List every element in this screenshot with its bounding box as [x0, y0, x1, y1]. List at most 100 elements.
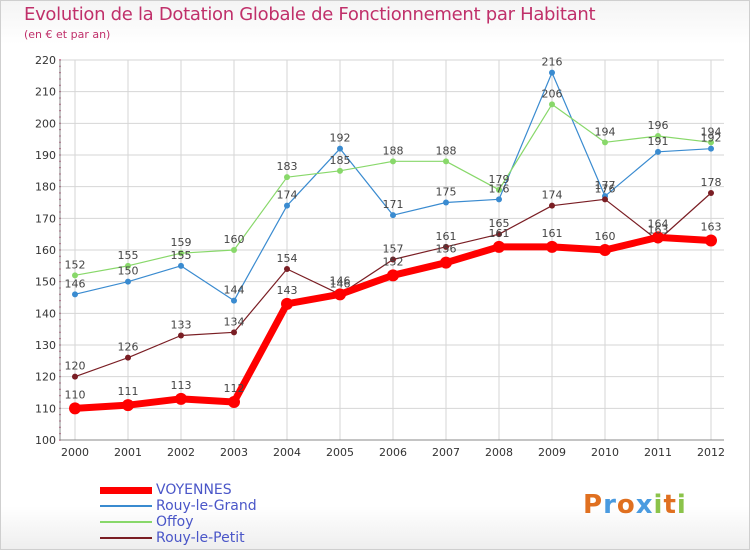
y-tick-label: 210 — [35, 86, 56, 99]
data-label-offoy: 152 — [65, 258, 86, 271]
data-label-rouy-le-grand: 176 — [489, 182, 510, 195]
legend-item-voyennes: VOYENNES — [100, 482, 320, 498]
x-tick-label: 2011 — [644, 446, 672, 459]
data-point-rouy-le-grand — [284, 202, 290, 209]
data-point-rouy-le-grand — [655, 148, 661, 155]
data-label-offoy: 155 — [118, 249, 139, 262]
data-point-rouy-le-petit — [549, 202, 555, 209]
data-label-rouy-le-grand: 175 — [436, 186, 457, 199]
data-point-offoy — [496, 186, 502, 193]
data-label-rouy-le-petit: 165 — [489, 217, 510, 230]
y-tick-label: 220 — [35, 54, 56, 67]
data-label-rouy-le-petit: 146 — [330, 277, 351, 290]
x-tick-label: 2000 — [61, 446, 89, 459]
data-point-offoy — [337, 167, 343, 174]
data-label-offoy: 188 — [436, 144, 457, 157]
logo-letter: i — [653, 490, 664, 520]
data-point-rouy-le-petit — [602, 196, 608, 203]
data-label-voyennes: 143 — [277, 284, 298, 297]
data-label-voyennes: 163 — [701, 221, 722, 234]
data-point-rouy-le-petit — [496, 231, 502, 238]
data-point-rouy-le-grand — [390, 212, 396, 219]
data-label-rouy-le-petit: 120 — [65, 360, 86, 373]
y-tick-label: 140 — [35, 307, 56, 320]
chart-title: Evolution de la Dotation Globale de Fonc… — [24, 4, 596, 25]
data-label-voyennes: 164 — [648, 217, 669, 230]
data-point-offoy — [72, 272, 78, 279]
data-point-voyennes — [175, 392, 187, 405]
data-label-voyennes: 152 — [383, 255, 404, 268]
data-label-offoy: 194 — [701, 125, 722, 138]
data-label-rouy-le-petit: 174 — [542, 189, 563, 202]
logo-letter: P — [583, 490, 604, 520]
data-point-rouy-le-petit — [72, 373, 78, 380]
data-label-rouy-le-petit: 133 — [171, 319, 192, 332]
data-point-rouy-le-grand — [72, 291, 78, 298]
data-point-rouy-le-grand — [178, 262, 184, 269]
data-label-voyennes: 146 — [330, 274, 351, 287]
x-tick-label: 2006 — [379, 446, 407, 459]
legend-item-rouy-le-petit: Rouy-le-Petit — [100, 530, 320, 546]
data-point-voyennes — [493, 240, 505, 253]
data-point-voyennes — [228, 396, 240, 408]
legend-item-offoy: Offoy — [100, 514, 320, 530]
data-point-voyennes — [122, 399, 134, 412]
logo-letter: t — [663, 490, 677, 520]
data-label-offoy: 160 — [224, 233, 245, 246]
logo-letter: r — [603, 490, 617, 520]
x-tick-label: 2009 — [538, 446, 566, 459]
data-point-voyennes — [546, 240, 558, 253]
data-point-voyennes — [440, 256, 452, 269]
logo-letter: i — [676, 490, 687, 520]
data-label-rouy-le-grand: 144 — [224, 284, 245, 297]
data-label-rouy-le-petit: 178 — [701, 176, 722, 189]
data-point-offoy — [443, 158, 449, 165]
data-label-rouy-le-petit: 176 — [595, 182, 616, 195]
x-tick-label: 2005 — [326, 446, 354, 459]
data-point-voyennes — [334, 288, 346, 301]
y-tick-label: 120 — [35, 371, 56, 384]
data-point-offoy — [231, 247, 237, 253]
y-tick-label: 110 — [35, 402, 56, 415]
data-label-rouy-le-grand: 171 — [383, 198, 404, 211]
data-label-rouy-le-grand: 192 — [330, 132, 351, 145]
data-point-rouy-le-petit — [708, 190, 714, 196]
legend-label-offoy: Offoy — [156, 514, 194, 530]
data-label-rouy-le-grand: 155 — [171, 249, 192, 262]
data-label-offoy: 179 — [489, 173, 510, 186]
data-point-rouy-le-grand — [337, 145, 343, 152]
x-tick-label: 2010 — [591, 446, 619, 459]
x-tick-label: 2007 — [432, 446, 460, 459]
data-label-rouy-le-grand: 174 — [277, 189, 298, 202]
legend-swatch-offoy — [100, 521, 152, 523]
data-point-offoy — [708, 139, 714, 146]
data-point-voyennes — [281, 297, 293, 310]
data-point-offoy — [390, 158, 396, 165]
data-label-voyennes: 161 — [489, 227, 510, 240]
legend-item-rouy-le-grand: Rouy-le-Grand — [100, 498, 320, 514]
x-tick-label: 2001 — [114, 446, 142, 459]
x-tick-label: 2003 — [220, 446, 248, 459]
legend-swatch-rouy-le-petit — [100, 537, 152, 539]
x-tick-label: 2008 — [485, 446, 513, 459]
data-label-offoy: 196 — [648, 119, 669, 132]
legend-swatch-voyennes — [100, 486, 152, 494]
chart-subtitle: (en € et par an) — [24, 28, 111, 41]
data-point-voyennes — [652, 231, 664, 244]
data-label-rouy-le-grand: 177 — [595, 179, 616, 192]
data-label-rouy-le-grand: 191 — [648, 135, 669, 148]
data-point-voyennes — [705, 234, 717, 247]
legend-label-rouy-le-petit: Rouy-le-Petit — [156, 530, 245, 546]
data-label-offoy: 206 — [542, 87, 563, 100]
data-point-rouy-le-petit — [231, 329, 237, 336]
data-point-rouy-le-petit — [443, 243, 449, 250]
data-label-rouy-le-petit: 134 — [224, 315, 245, 328]
data-label-voyennes: 161 — [542, 227, 563, 240]
legend-swatch-rouy-le-grand — [100, 505, 152, 507]
data-label-voyennes: 156 — [436, 243, 457, 256]
data-label-voyennes: 113 — [171, 379, 192, 392]
data-point-rouy-le-petit — [125, 354, 131, 361]
data-point-offoy — [125, 262, 131, 269]
data-label-rouy-le-petit: 163 — [648, 224, 669, 237]
data-label-rouy-le-grand: 216 — [542, 56, 563, 69]
